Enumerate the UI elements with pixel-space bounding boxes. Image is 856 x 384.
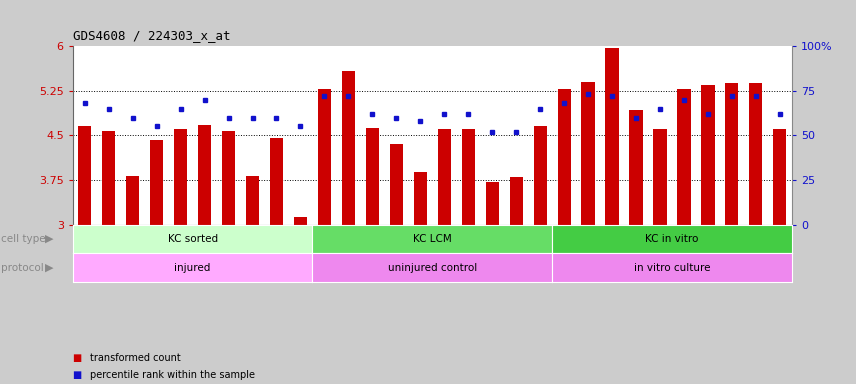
Bar [557, 89, 571, 225]
Bar [629, 110, 643, 225]
Text: percentile rank within the sample: percentile rank within the sample [90, 370, 255, 381]
Bar [102, 131, 116, 225]
Text: ■: ■ [73, 370, 85, 381]
Bar [413, 172, 427, 225]
Bar [749, 83, 763, 225]
Bar [150, 140, 163, 225]
Text: KC in vitro: KC in vitro [645, 234, 698, 244]
Text: cell type: cell type [1, 234, 45, 244]
Bar [174, 129, 187, 225]
Bar [533, 126, 547, 225]
Text: ▶: ▶ [45, 263, 53, 273]
Bar [366, 128, 379, 225]
Bar [437, 129, 451, 225]
Bar [701, 85, 715, 225]
Bar [294, 217, 307, 225]
Text: GDS4608 / 224303_x_at: GDS4608 / 224303_x_at [73, 29, 230, 42]
Text: transformed count: transformed count [90, 353, 181, 363]
Text: ■: ■ [73, 353, 85, 363]
Bar [725, 83, 739, 225]
Bar [126, 176, 140, 225]
Bar [270, 138, 283, 225]
Text: in vitro culture: in vitro culture [633, 263, 710, 273]
Bar [318, 89, 331, 225]
Bar [677, 89, 691, 225]
Bar [653, 129, 667, 225]
Bar [485, 182, 499, 225]
Bar [342, 71, 355, 225]
Text: injured: injured [175, 263, 211, 273]
Text: KC LCM: KC LCM [413, 234, 452, 244]
Text: protocol: protocol [1, 263, 44, 273]
Bar [509, 177, 523, 225]
Bar [773, 129, 787, 225]
Text: uninjured control: uninjured control [388, 263, 477, 273]
Bar [389, 144, 403, 225]
Bar [461, 129, 475, 225]
Bar [222, 131, 235, 225]
Bar [246, 176, 259, 225]
Text: ▶: ▶ [45, 234, 53, 244]
Text: KC sorted: KC sorted [168, 234, 217, 244]
Bar [78, 126, 92, 225]
Bar [581, 82, 595, 225]
Bar [605, 48, 619, 225]
Bar [198, 125, 211, 225]
